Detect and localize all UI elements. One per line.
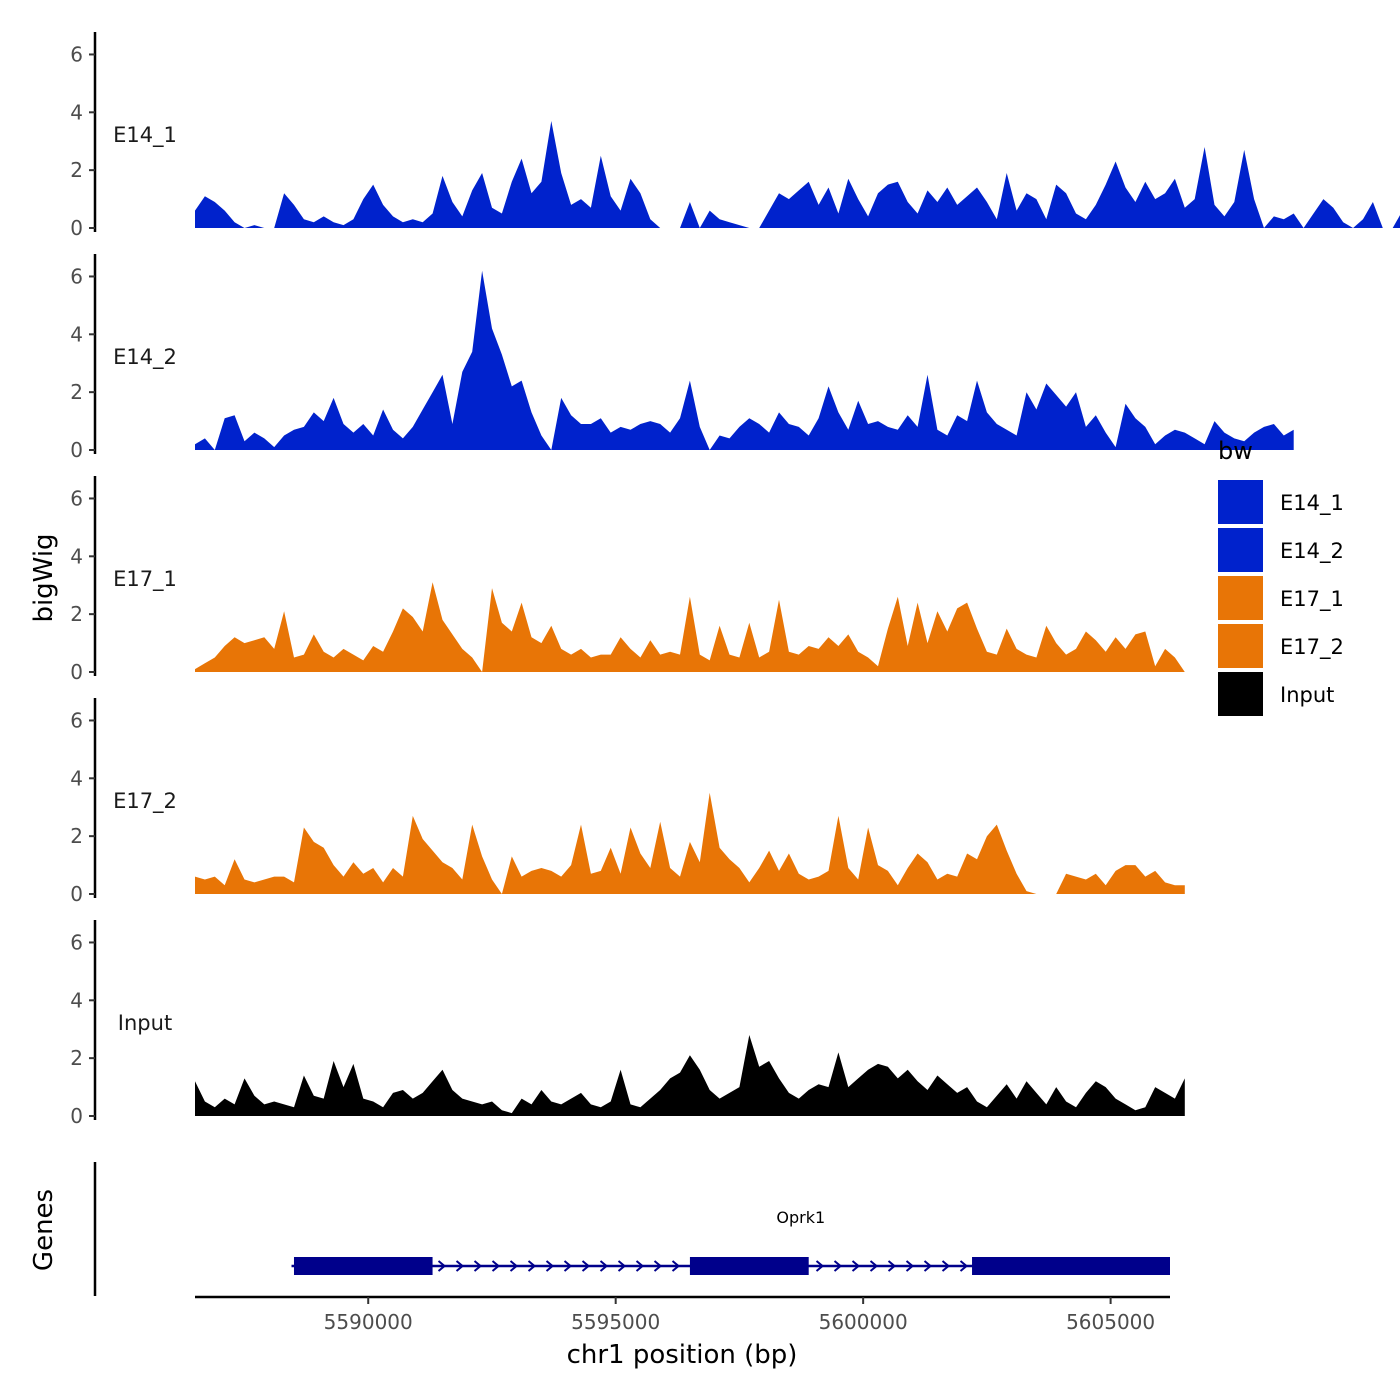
- strand-arrow: [509, 1260, 519, 1272]
- coverage-area-e14-1: [195, 121, 1400, 228]
- legend-swatch: [1218, 624, 1263, 668]
- y-tick-label: 2: [70, 380, 83, 404]
- track-label: E17_2: [113, 789, 177, 814]
- legend-item-e14-2: E14_2: [1218, 528, 1344, 572]
- gene-shapes: Oprk1: [291, 1208, 1170, 1275]
- coverage-area-e14-2: [195, 270, 1294, 450]
- strand-arrow: [635, 1260, 645, 1272]
- strand-arrow: [437, 1260, 447, 1272]
- legend-item-e17-1: E17_1: [1218, 576, 1344, 620]
- strand-arrow: [905, 1260, 915, 1272]
- gene-exon: [689, 1257, 809, 1275]
- genes-track-label: Genes: [29, 1189, 59, 1271]
- y-tick-label: 0: [70, 438, 83, 462]
- gene-exon: [293, 1257, 433, 1275]
- track-label: Input: [118, 1011, 172, 1035]
- y-tick-label: 0: [70, 882, 83, 906]
- x-ticks: 5590000 5595000 5600000 5605000: [324, 1297, 1155, 1334]
- legend-swatch: [1218, 528, 1263, 572]
- y-tick-label: 6: [70, 708, 83, 732]
- legend: bw E14_1 E14_2 E17_1 E17_2 Input: [1218, 437, 1344, 716]
- y-tick-label: 6: [70, 264, 83, 288]
- legend-label: Input: [1280, 683, 1334, 707]
- strand-arrow: [455, 1260, 465, 1272]
- y-tick-label: 4: [70, 544, 83, 568]
- legend-item-e17-2: E17_2: [1218, 624, 1344, 668]
- strand-arrow: [851, 1260, 861, 1272]
- strand-arrow: [491, 1260, 501, 1272]
- track-label: E14_2: [113, 345, 177, 370]
- strand-arrow: [671, 1260, 681, 1272]
- y-tick-label: 6: [70, 930, 83, 954]
- strand-arrow: [527, 1260, 537, 1272]
- track-panel-input: 0 2 4 6 Input: [70, 920, 1185, 1128]
- y-tick-label: 4: [70, 766, 83, 790]
- strand-arrow: [959, 1260, 969, 1272]
- track-panel-e17-1: 0 2 4 6 E17_1: [70, 476, 1185, 684]
- strand-arrow: [581, 1260, 591, 1272]
- strand-arrow: [563, 1260, 573, 1272]
- legend-label: E14_2: [1280, 539, 1344, 564]
- y-tick-label: 0: [70, 1104, 83, 1128]
- y-tick-label: 2: [70, 158, 83, 182]
- track-panel-e14-2: 0 2 4 6 E14_2: [70, 254, 1294, 462]
- x-axis: 5590000 5595000 5600000 5605000: [195, 1295, 1170, 1334]
- x-tick-label: 5590000: [324, 1310, 413, 1334]
- legend-swatch: [1218, 480, 1263, 524]
- legend-label: E17_2: [1280, 635, 1344, 660]
- legend-item-e14-1: E14_1: [1218, 480, 1344, 524]
- x-tick-label: 5600000: [819, 1310, 908, 1334]
- gene-oprk1: Oprk1: [291, 1208, 1170, 1275]
- y-tick-label: 4: [70, 322, 83, 346]
- legend-items: E14_1 E14_2 E17_1 E17_2 Input: [1218, 480, 1344, 716]
- y-tick-label: 0: [70, 660, 83, 684]
- x-tick-label: 5605000: [1066, 1310, 1155, 1334]
- y-tick-label: 4: [70, 100, 83, 124]
- legend-item-input: Input: [1218, 672, 1334, 716]
- legend-label: E17_1: [1280, 587, 1344, 612]
- strand-arrow: [653, 1260, 663, 1272]
- legend-swatch: [1218, 576, 1263, 620]
- y-tick-label: 6: [70, 486, 83, 510]
- strand-arrow: [473, 1260, 483, 1272]
- track-label: E14_1: [113, 123, 177, 148]
- y-tick-label: 0: [70, 216, 83, 240]
- strand-arrow: [599, 1260, 609, 1272]
- coverage-area-input: [195, 1035, 1185, 1116]
- gene-exon: [972, 1257, 1170, 1275]
- gene-name-label: Oprk1: [776, 1208, 825, 1227]
- legend-label: E14_1: [1280, 491, 1344, 516]
- coverage-area-e17-1: [195, 582, 1185, 672]
- legend-title: bw: [1218, 437, 1253, 465]
- strand-arrow: [815, 1260, 825, 1272]
- genes-track: Genes Oprk1: [29, 1162, 1170, 1296]
- strand-arrow: [617, 1260, 627, 1272]
- y-tick-label: 4: [70, 988, 83, 1012]
- y-tick-label: 2: [70, 602, 83, 626]
- track-panel-e14-1: 0 2 4 6 E14_1: [70, 32, 1400, 240]
- y-tick-label: 2: [70, 824, 83, 848]
- strand-arrow: [545, 1260, 555, 1272]
- track-label: E17_1: [113, 567, 177, 592]
- strand-arrow: [923, 1260, 933, 1272]
- tracks-group: 0 2 4 6 E14_1 0 2 4 6 E14_2 0 2 4 6 E17_1 0 2 4 6 E17_2 0 2 4 6…: [70, 32, 1400, 1128]
- strand-arrow: [869, 1260, 879, 1272]
- y-axis-title: bigWig: [29, 533, 59, 622]
- y-tick-label: 2: [70, 1046, 83, 1070]
- strand-arrow: [941, 1260, 951, 1272]
- strand-arrow: [833, 1260, 843, 1272]
- coverage-area-e17-2: [195, 792, 1185, 894]
- strand-arrow: [887, 1260, 897, 1272]
- x-axis-title: chr1 position (bp): [567, 1340, 798, 1370]
- legend-swatch: [1218, 672, 1263, 716]
- y-tick-label: 6: [70, 42, 83, 66]
- track-panel-e17-2: 0 2 4 6 E17_2: [70, 698, 1185, 906]
- x-tick-label: 5595000: [571, 1310, 660, 1334]
